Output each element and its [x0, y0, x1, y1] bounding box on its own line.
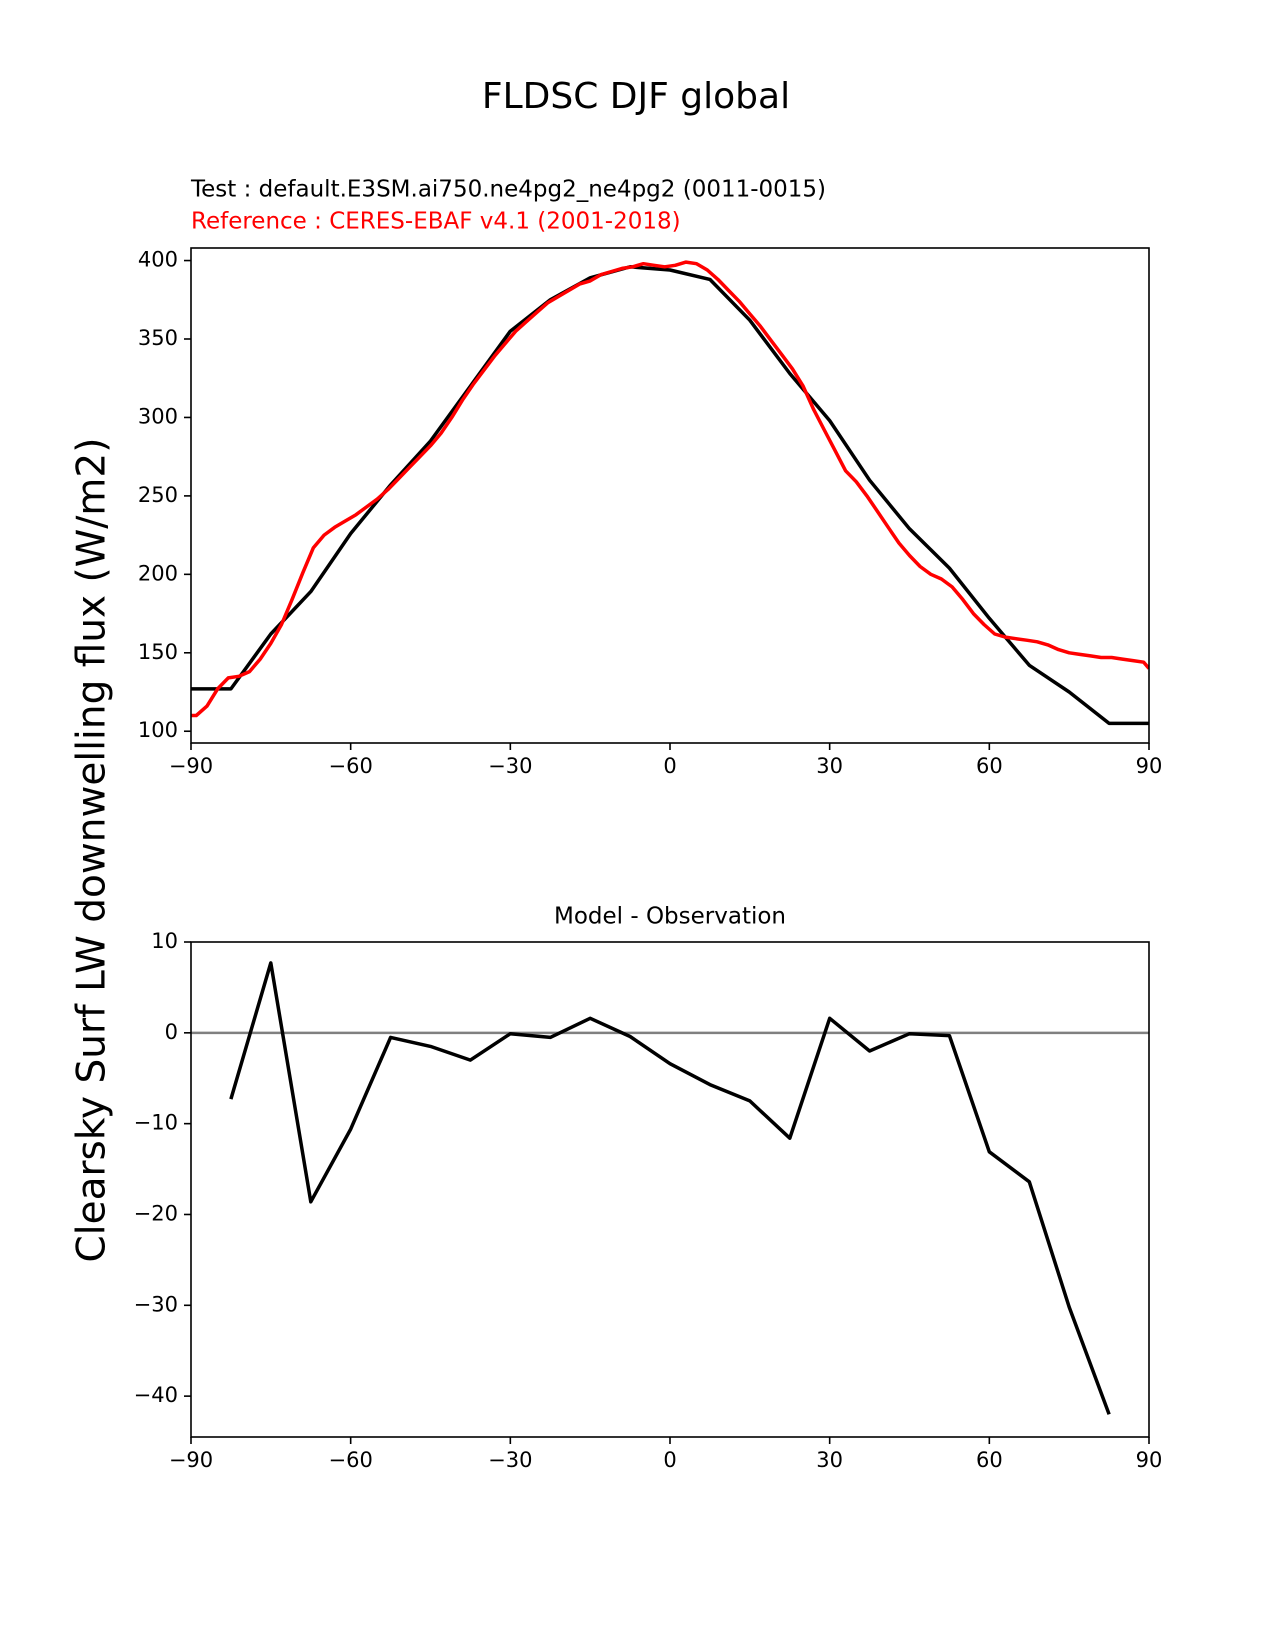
y-tick-label: 100 [138, 718, 178, 742]
y-tick-label: −40 [134, 1383, 178, 1407]
y-tick-label: −10 [134, 1111, 178, 1135]
x-tick-label: −30 [488, 1448, 532, 1472]
x-tick-label: −60 [329, 754, 373, 778]
y-tick-label: 250 [138, 483, 178, 507]
y-tick-label: 200 [138, 561, 178, 585]
diff-panel-title: Model - Observation [554, 904, 786, 930]
y-axis-label: Clearsky Surf LW downwelling flux (W/m2) [70, 438, 115, 1263]
series-line-0 [229, 961, 1111, 1415]
difference-panel: −90 −60 −30 0 30 60 90 10 0 −10 −20 −30 −40 [134, 929, 1163, 1472]
test-label: Test : default.E3SM.ai750.ne4pg2_ne4pg2 … [190, 177, 826, 203]
y-tick-label: 300 [138, 404, 178, 428]
y-tick-label: 350 [138, 326, 178, 350]
x-tick-label: 90 [1136, 754, 1163, 778]
y-tick-label: −20 [134, 1201, 178, 1225]
x-tick-label: −90 [169, 754, 213, 778]
x-tick-label: 60 [976, 1448, 1003, 1472]
axes-frame [190, 247, 1150, 744]
axes-frame [190, 941, 1150, 1438]
y-tick-label: −30 [134, 1292, 178, 1316]
zonal-mean-panel: −90 −60 −30 0 30 60 90 100 150 200 250 300 350 400 [138, 247, 1163, 778]
x-tick-label: −60 [329, 1448, 373, 1472]
x-tick-label: 30 [816, 754, 843, 778]
x-tick-label: 0 [663, 754, 676, 778]
x-tick-label: −90 [169, 1448, 213, 1472]
series-line-0 [191, 265, 1149, 726]
x-tick-label: 30 [816, 1448, 843, 1472]
x-tick-label: 90 [1136, 1448, 1163, 1472]
y-tick-label: 150 [138, 640, 178, 664]
x-tick-label: −30 [488, 754, 532, 778]
figure-title: FLDSC DJF global [482, 76, 790, 117]
y-tick-label: 0 [165, 1020, 178, 1044]
x-tick-label: 60 [976, 754, 1003, 778]
x-tick-label: 0 [663, 1448, 676, 1472]
reference-label: Reference : CERES-EBAF v4.1 (2001-2018) [191, 209, 681, 235]
y-tick-label: 400 [138, 248, 178, 272]
series-line-1 [191, 260, 1149, 718]
y-tick-label: 10 [151, 929, 178, 953]
